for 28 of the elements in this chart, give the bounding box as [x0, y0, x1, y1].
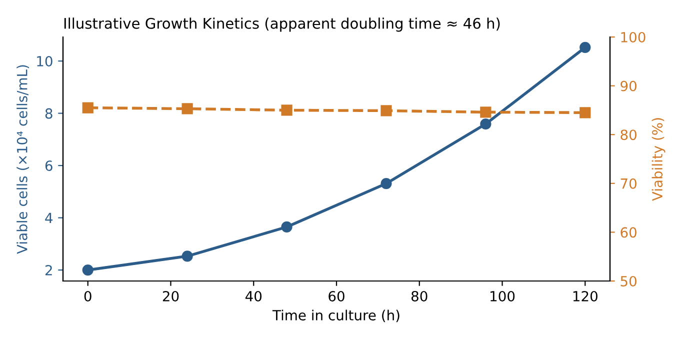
point	[380, 178, 392, 190]
y2-axis-title: Viability (%)	[652, 118, 666, 201]
x-tick-label: 60	[328, 290, 344, 302]
y-axis-title: Viable cells (×10⁴ cells/mL)	[16, 65, 29, 254]
y-tick-label: 10	[37, 56, 52, 67]
chart-title: Illustrative Growth Kinetics (apparent doubling time ≈ 46 h)	[64, 18, 500, 32]
y2-tick-label: 50	[620, 276, 636, 286]
y-tick-label: 2	[45, 264, 52, 276]
y2-tick-label: 80	[620, 130, 636, 140]
y2-tick-label: 90	[620, 80, 636, 92]
y2-tick-label: 70	[620, 178, 636, 189]
point	[281, 221, 292, 232]
point	[82, 264, 94, 276]
point	[182, 250, 193, 262]
x-tick-label: 100	[490, 290, 515, 302]
y2-tick-label: 60	[620, 227, 636, 238]
x-tick-label: 120	[573, 290, 598, 302]
point	[580, 42, 591, 54]
y-tick-label: 8	[45, 108, 52, 119]
y2-tick-label: 100	[621, 32, 646, 42]
x-tick-label: 40	[245, 290, 262, 302]
x-axis-title: Time in culture (h)	[272, 310, 400, 322]
x-tick-label: 0	[84, 290, 92, 302]
x-tick-label: 20	[162, 290, 179, 302]
y-tick-label: 6	[45, 160, 52, 172]
x-tick-label: 80	[411, 290, 428, 302]
point	[480, 118, 492, 130]
y-tick-label: 4	[45, 212, 52, 224]
